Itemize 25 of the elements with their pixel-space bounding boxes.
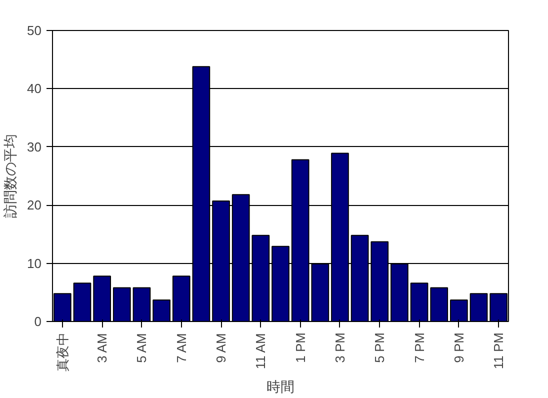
y-tick-label: 20	[27, 198, 42, 213]
x-tick-label: 真夜中	[54, 332, 70, 372]
y-axis-title: 訪問数の平均	[3, 134, 20, 218]
x-tick-label: 1 PM	[292, 332, 308, 363]
y-tick-label: 0	[34, 314, 42, 329]
x-tick-label: 9 AM	[214, 333, 229, 363]
x-tick-label: 11 AM	[253, 333, 268, 370]
x-tick-label: 9 PM	[451, 332, 466, 363]
x-axis-title: 時間	[266, 380, 294, 396]
x-tick-label: 3 PM	[332, 332, 348, 363]
y-tick-label: 30	[27, 139, 42, 154]
y-tick-label: 10	[27, 256, 42, 271]
bar	[430, 287, 448, 322]
bar	[152, 299, 170, 322]
bar	[112, 287, 131, 322]
x-tick-label: 7 AM	[174, 333, 189, 363]
bar	[73, 282, 92, 322]
bar	[470, 293, 488, 322]
x-tick-label: 7 PM	[412, 332, 427, 363]
x-tick-label: 5 AM	[134, 333, 150, 363]
x-tick-label: 5 PM	[372, 332, 388, 363]
x-tick-label: 3 AM	[94, 333, 110, 363]
y-tick-label: 50	[27, 23, 42, 38]
x-tick-label: 11 PM	[491, 332, 506, 370]
y-tick-label: 40	[27, 81, 42, 96]
